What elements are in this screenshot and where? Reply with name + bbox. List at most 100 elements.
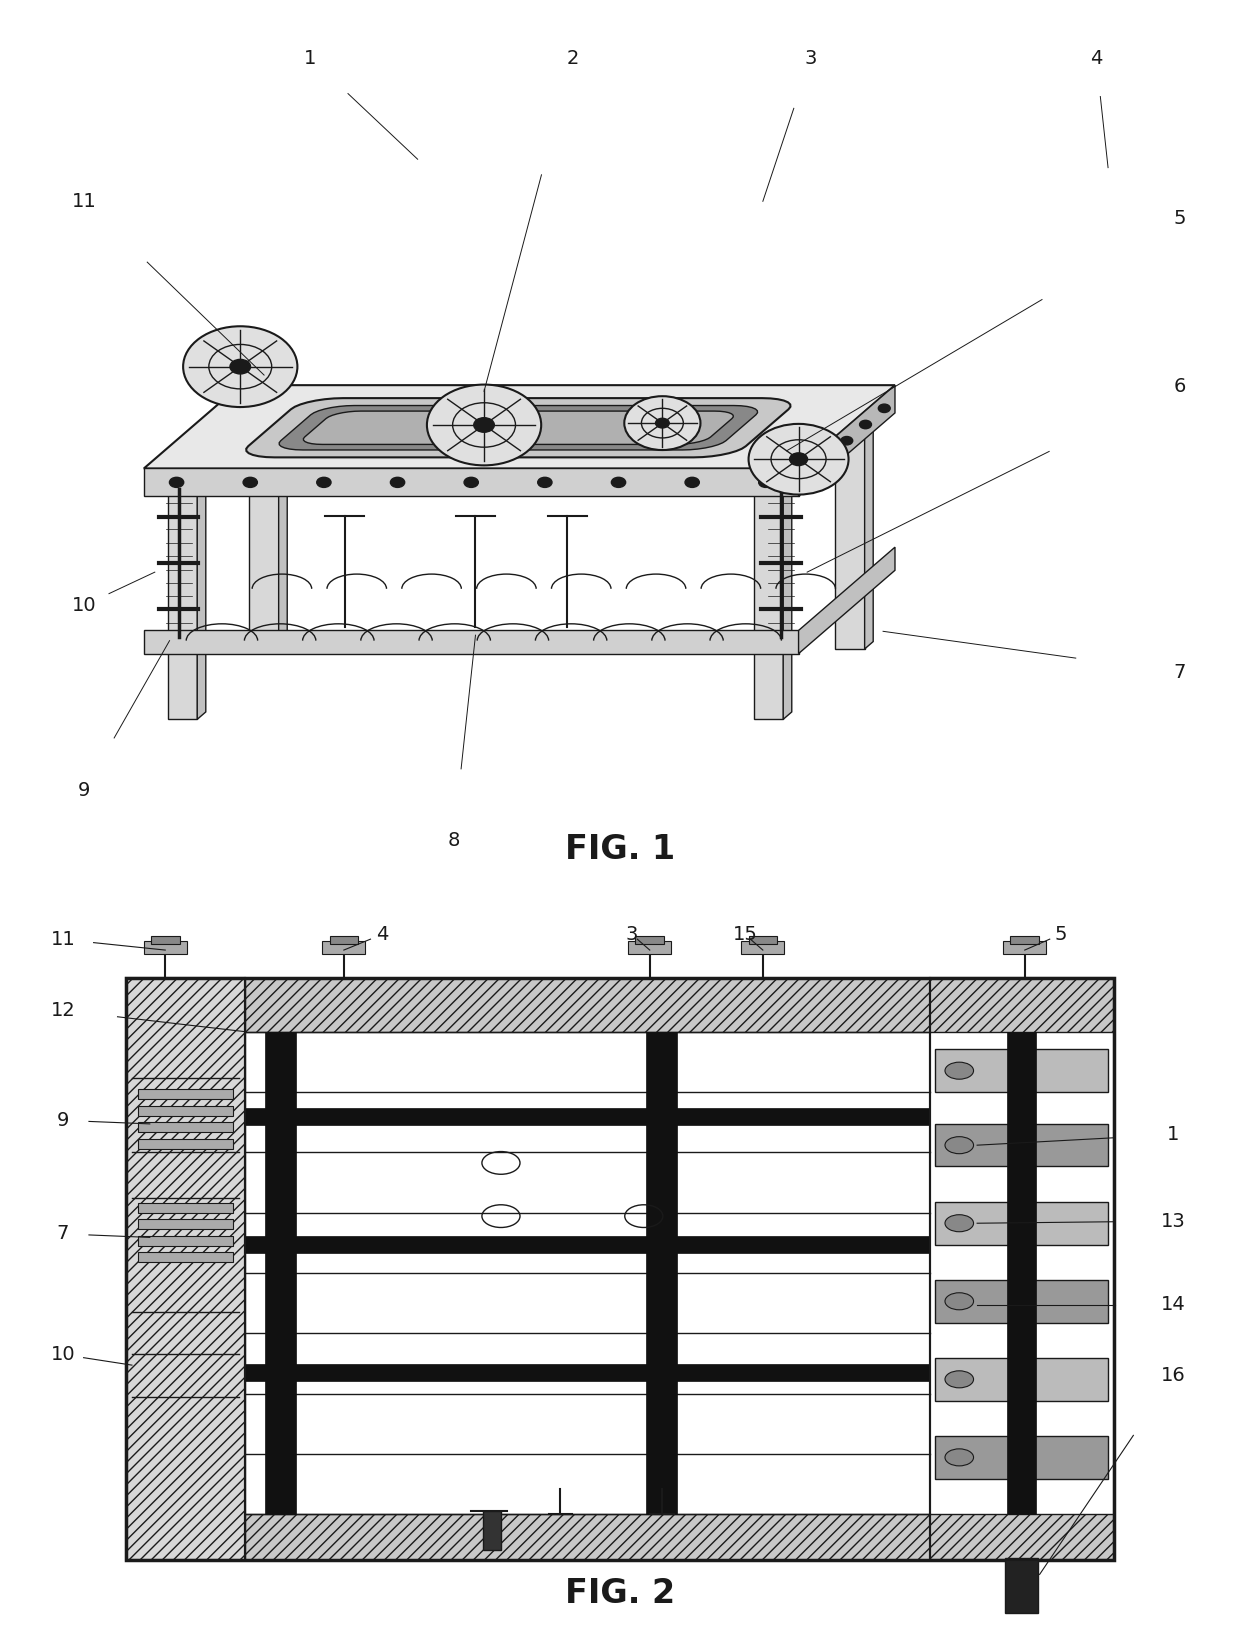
Circle shape xyxy=(878,404,890,412)
Bar xyxy=(1011,936,1039,944)
Text: 4: 4 xyxy=(376,926,388,944)
Bar xyxy=(126,978,1114,1031)
Bar xyxy=(1003,940,1047,954)
Bar xyxy=(138,1089,233,1099)
Text: 12: 12 xyxy=(51,1002,76,1020)
Bar xyxy=(138,1122,233,1132)
Bar xyxy=(126,978,246,1561)
Text: 16: 16 xyxy=(1161,1366,1185,1386)
Text: 11: 11 xyxy=(72,191,97,211)
Text: 2: 2 xyxy=(567,50,579,68)
Bar xyxy=(126,978,1114,1561)
Circle shape xyxy=(945,1292,973,1310)
Bar xyxy=(246,1109,930,1125)
Bar xyxy=(322,940,366,954)
Polygon shape xyxy=(754,493,784,719)
Text: 5: 5 xyxy=(1054,926,1066,944)
Circle shape xyxy=(945,1137,973,1153)
Circle shape xyxy=(229,360,250,375)
Bar xyxy=(742,940,784,954)
Text: 7: 7 xyxy=(1173,663,1185,681)
Circle shape xyxy=(790,452,807,465)
Bar xyxy=(1006,1558,1038,1614)
Circle shape xyxy=(859,421,872,429)
Bar xyxy=(935,1436,1109,1478)
Bar xyxy=(138,1236,233,1246)
Circle shape xyxy=(391,477,404,487)
Bar xyxy=(1007,1031,1037,1515)
Bar xyxy=(265,1031,296,1515)
Text: 9: 9 xyxy=(57,1110,69,1130)
Circle shape xyxy=(656,417,670,427)
Circle shape xyxy=(316,477,331,487)
Text: 1: 1 xyxy=(1167,1125,1179,1143)
Polygon shape xyxy=(864,414,873,648)
Text: 15: 15 xyxy=(733,926,758,944)
Circle shape xyxy=(945,1214,973,1233)
Bar xyxy=(138,1106,233,1115)
Polygon shape xyxy=(784,485,792,719)
Circle shape xyxy=(945,1449,973,1465)
Bar xyxy=(138,1203,233,1213)
Bar xyxy=(151,936,180,944)
Bar xyxy=(935,1358,1109,1401)
Text: 3: 3 xyxy=(805,50,817,68)
Text: 7: 7 xyxy=(57,1224,69,1244)
Bar xyxy=(126,978,246,1561)
Bar xyxy=(138,1219,233,1229)
Text: FIG. 2: FIG. 2 xyxy=(565,1577,675,1610)
Circle shape xyxy=(427,384,541,465)
Circle shape xyxy=(624,396,701,450)
Circle shape xyxy=(684,477,699,487)
Bar xyxy=(629,940,671,954)
Polygon shape xyxy=(279,406,758,450)
Bar xyxy=(126,1515,1114,1561)
Circle shape xyxy=(170,477,184,487)
Circle shape xyxy=(759,477,773,487)
Text: 13: 13 xyxy=(1161,1211,1185,1231)
Text: 4: 4 xyxy=(1090,50,1102,68)
Text: 3: 3 xyxy=(626,926,639,944)
Bar xyxy=(330,936,358,944)
Bar xyxy=(935,1124,1109,1167)
Bar xyxy=(935,1049,1109,1092)
Bar xyxy=(930,978,1114,1561)
Bar xyxy=(246,1363,930,1381)
Text: 10: 10 xyxy=(72,596,97,615)
Polygon shape xyxy=(197,485,206,719)
Polygon shape xyxy=(144,469,799,497)
Circle shape xyxy=(243,477,258,487)
Bar xyxy=(138,1138,233,1148)
Circle shape xyxy=(184,327,298,408)
Text: 8: 8 xyxy=(448,832,460,850)
Polygon shape xyxy=(144,630,799,653)
Bar xyxy=(144,940,187,954)
Polygon shape xyxy=(799,384,895,497)
Bar xyxy=(246,1236,930,1252)
Text: 1: 1 xyxy=(304,50,316,68)
Text: 9: 9 xyxy=(78,780,91,800)
Polygon shape xyxy=(304,411,733,444)
Text: 6: 6 xyxy=(1173,376,1185,396)
Polygon shape xyxy=(279,414,288,648)
Circle shape xyxy=(822,452,835,460)
Circle shape xyxy=(474,417,495,432)
Circle shape xyxy=(841,437,853,446)
Polygon shape xyxy=(247,398,790,457)
Bar xyxy=(484,1511,501,1549)
Bar xyxy=(935,1280,1109,1323)
Bar xyxy=(646,1031,677,1515)
Bar xyxy=(635,936,665,944)
Circle shape xyxy=(538,477,552,487)
Text: FIG. 1: FIG. 1 xyxy=(565,833,675,866)
Circle shape xyxy=(804,469,815,477)
Polygon shape xyxy=(799,548,895,653)
Polygon shape xyxy=(167,493,197,719)
Text: 11: 11 xyxy=(51,931,76,949)
Circle shape xyxy=(945,1371,973,1388)
Text: 5: 5 xyxy=(1173,208,1185,228)
Circle shape xyxy=(749,424,848,495)
Circle shape xyxy=(945,1063,973,1079)
Text: 10: 10 xyxy=(51,1345,76,1365)
Text: 14: 14 xyxy=(1161,1295,1185,1315)
